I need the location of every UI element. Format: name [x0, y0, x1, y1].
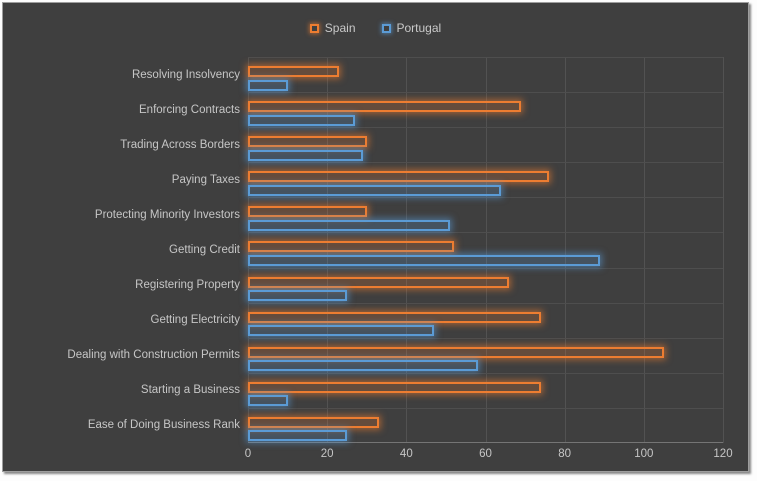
bar-portugal-resolving-insolvency: [248, 79, 288, 91]
gridline-vertical-120: [723, 57, 724, 443]
chart-area: Spain Portugal Resolving Insolvency Enfor…: [2, 2, 749, 472]
gridline-vertical-20: [327, 57, 329, 443]
category-label: Resolving Insolvency: [131, 68, 240, 81]
x-axis-ticks: 0 20 40 60 80 100 120: [3, 448, 748, 464]
legend-swatch-portugal-icon: [381, 23, 391, 33]
gridline-horizontal: [248, 338, 723, 339]
x-tick-label: 0: [244, 448, 252, 460]
bar-portugal-trading-across-borders: [248, 149, 363, 161]
bar-portugal-ease-of-doing-business-rank: [248, 430, 347, 442]
x-axis-line: [248, 442, 723, 443]
x-tick-label: 20: [320, 448, 334, 460]
gridline-vertical-80: [564, 57, 566, 443]
bar-spain-starting-a-business: [248, 381, 541, 393]
bar-spain-ease-of-doing-business-rank: [248, 416, 379, 428]
gridline-horizontal: [248, 373, 723, 374]
gridline-horizontal: [248, 197, 723, 198]
bar-portugal-paying-taxes: [248, 184, 502, 196]
bar-spain-trading-across-borders: [248, 136, 367, 148]
bar-portugal-enforcing-contracts: [248, 114, 355, 126]
category-label: Starting a Business: [140, 384, 240, 397]
bar-portugal-registering-property: [248, 290, 347, 302]
gridline-horizontal: [248, 303, 723, 304]
x-tick-label: 100: [634, 448, 654, 460]
legend-label-portugal: Portugal: [396, 21, 442, 35]
category-label: Getting Credit: [169, 244, 240, 257]
x-tick-label: 40: [399, 448, 413, 460]
legend-label-spain: Spain: [324, 21, 356, 35]
category-label: Getting Electricity: [150, 314, 240, 327]
gridline-horizontal: [248, 408, 723, 409]
bar-spain-registering-property: [248, 276, 510, 288]
bar-spain-getting-credit: [248, 241, 454, 253]
chart-legend: Spain Portugal: [3, 20, 748, 36]
bar-portugal-dealing-with-construction-permits: [248, 360, 478, 372]
x-tick-label: 80: [558, 448, 572, 460]
gridline-horizontal: [248, 127, 723, 128]
bar-portugal-starting-a-business: [248, 395, 288, 407]
category-label: Protecting Minority Investors: [94, 208, 240, 221]
legend-item-spain: Spain: [309, 21, 356, 35]
category-label: Enforcing Contracts: [139, 103, 240, 116]
legend-swatch-spain-icon: [309, 23, 319, 33]
category-labels: Resolving Insolvency Enforcing Contracts T…: [3, 57, 240, 443]
category-label: Dealing with Construction Permits: [67, 349, 240, 362]
gridline-horizontal: [248, 268, 723, 269]
bar-spain-protecting-minority-investors: [248, 206, 367, 218]
category-label: Ease of Doing Business Rank: [87, 419, 240, 432]
x-tick-label: 120: [713, 448, 733, 460]
category-label: Paying Taxes: [171, 173, 240, 186]
bar-portugal-protecting-minority-investors: [248, 219, 450, 231]
legend-item-portugal: Portugal: [381, 21, 442, 35]
gridline-vertical-40: [406, 57, 408, 443]
gridline-vertical-100: [643, 57, 645, 443]
bar-portugal-getting-electricity: [248, 325, 435, 337]
category-label: Trading Across Borders: [120, 138, 240, 151]
gridline-horizontal: [248, 92, 723, 93]
gridline-horizontal: [248, 232, 723, 233]
bar-spain-enforcing-contracts: [248, 101, 522, 113]
plot-area: [248, 57, 724, 443]
gridline-vertical-60: [485, 57, 487, 443]
bar-spain-dealing-with-construction-permits: [248, 346, 664, 358]
bar-portugal-getting-credit: [248, 254, 601, 266]
bar-spain-resolving-insolvency: [248, 66, 340, 77]
x-tick-label: 60: [479, 448, 492, 460]
bar-spain-getting-electricity: [248, 311, 541, 323]
gridline-horizontal: [248, 162, 723, 163]
bar-spain-paying-taxes: [248, 171, 549, 183]
gridline-horizontal: [248, 57, 723, 58]
category-label: Registering Property: [135, 279, 240, 292]
